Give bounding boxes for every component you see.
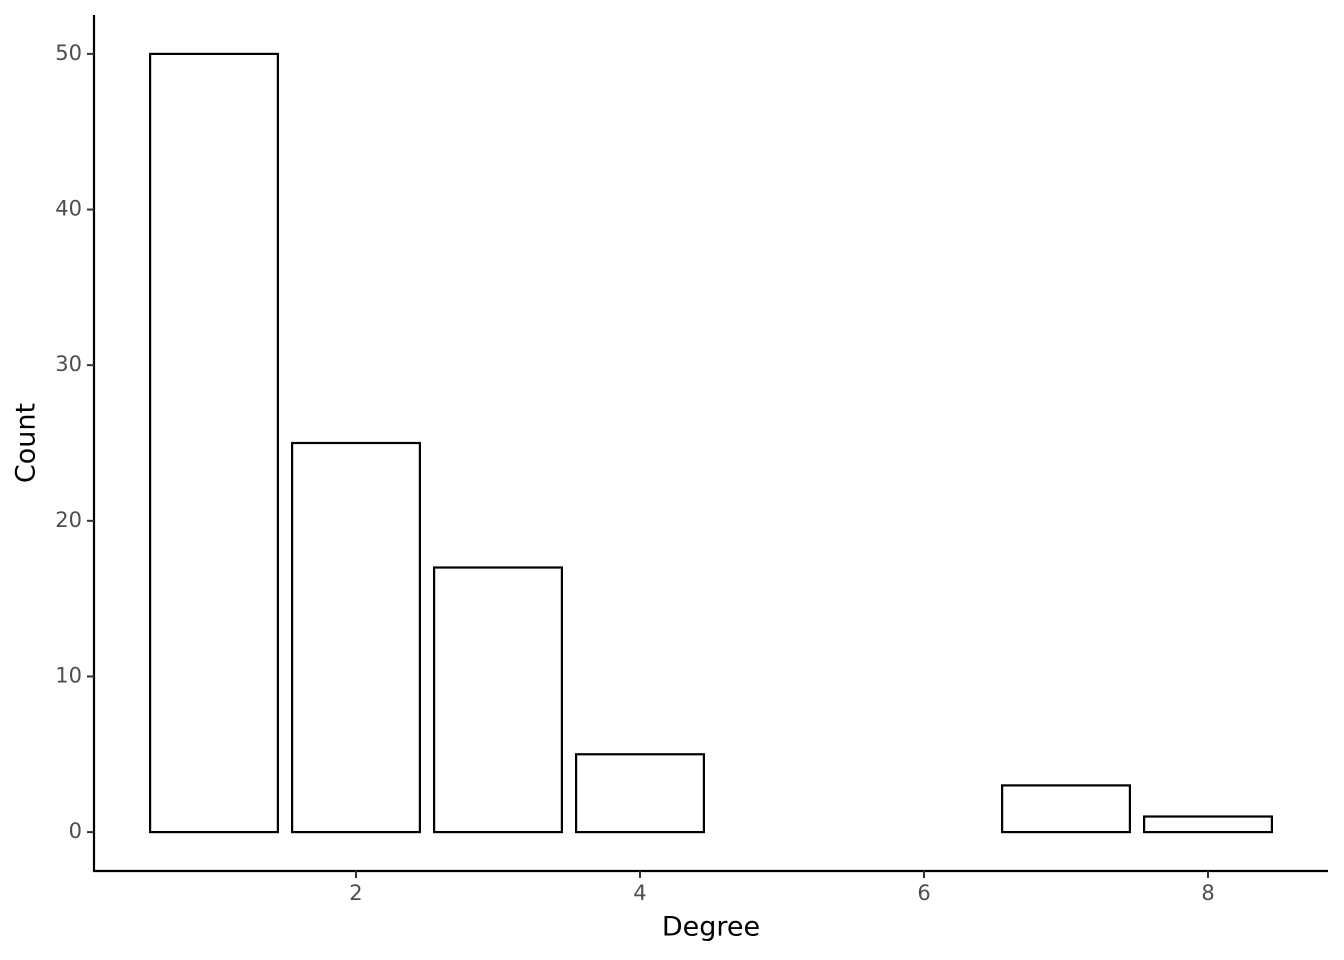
y-tick-label: 20 <box>55 508 82 532</box>
x-tick-label: 8 <box>1201 881 1214 905</box>
x-tick-label: 6 <box>917 881 930 905</box>
y-tick-label: 40 <box>55 197 82 221</box>
bar <box>148 52 279 834</box>
y-tick-label: 50 <box>55 41 82 65</box>
bar <box>1143 815 1274 834</box>
bar <box>1001 784 1132 834</box>
bar <box>290 441 421 834</box>
y-tick-label: 10 <box>55 663 82 687</box>
bar <box>432 566 563 834</box>
y-tick-label: 0 <box>69 819 82 843</box>
y-axis-title: Count <box>11 403 42 483</box>
x-axis-title: Degree <box>662 912 760 943</box>
x-tick-label: 2 <box>349 881 362 905</box>
x-tick-label: 4 <box>633 881 646 905</box>
bar <box>574 753 705 834</box>
y-tick-label: 30 <box>55 352 82 376</box>
